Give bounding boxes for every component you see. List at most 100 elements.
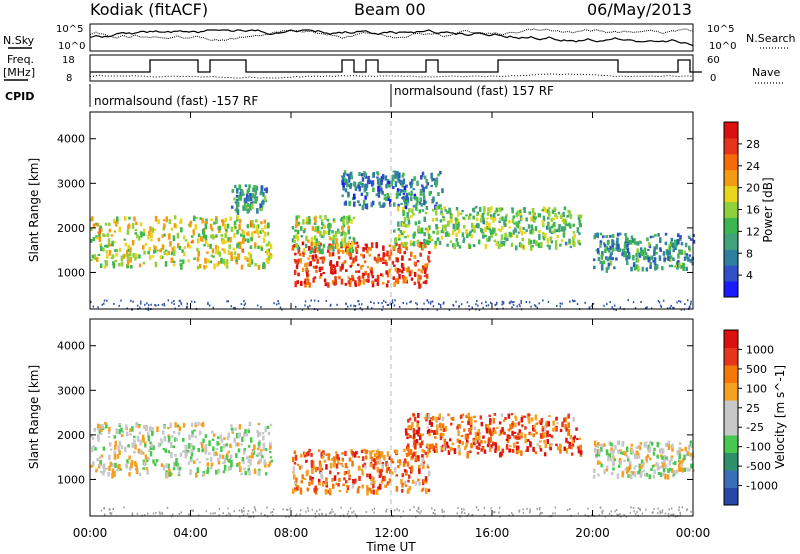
scatter-cell	[421, 454, 424, 458]
scatter-cell	[147, 456, 150, 461]
scatter-cell	[397, 459, 400, 464]
ground-cell	[438, 303, 440, 305]
scatter-cell	[378, 456, 382, 459]
scatter-cell	[572, 236, 575, 243]
ground-cell	[556, 305, 558, 307]
scatter-cell	[376, 176, 379, 179]
scatter-cell	[237, 253, 240, 256]
ground-cell	[242, 514, 245, 517]
scatter-cell	[247, 465, 250, 468]
scatter-cell	[318, 478, 321, 485]
scatter-cell	[362, 448, 366, 451]
scatter-cell	[294, 281, 298, 286]
scatter-cell	[156, 426, 159, 433]
ground-cell	[432, 512, 434, 514]
scatter-cell	[579, 214, 583, 218]
ground-cell	[616, 513, 618, 516]
scatter-cell	[534, 451, 538, 455]
scatter-cell	[413, 231, 416, 237]
scatter-cell	[120, 255, 124, 262]
ground-cell	[361, 303, 363, 306]
ground-cell	[629, 511, 631, 514]
scatter-cell	[182, 450, 185, 453]
scatter-cell	[234, 226, 237, 229]
scatter-cell	[231, 189, 234, 193]
scatter-cell	[351, 274, 354, 280]
ground-cell	[684, 303, 686, 306]
ground-cell	[645, 307, 647, 310]
scatter-cell	[139, 222, 143, 227]
scatter-cell	[551, 230, 555, 233]
scatter-cell	[524, 438, 527, 444]
ground-cell	[386, 508, 388, 511]
scatter-cell	[254, 246, 257, 249]
scatter-cell	[191, 430, 194, 436]
ground-cell	[286, 509, 289, 511]
scatter-cell	[245, 197, 248, 204]
scatter-cell	[409, 449, 413, 455]
scatter-cell	[295, 233, 298, 239]
scatter-cell	[432, 178, 436, 181]
scatter-cell	[372, 187, 375, 192]
scatter-cell	[364, 247, 368, 250]
scatter-cell	[543, 432, 546, 438]
scatter-cell	[366, 249, 369, 253]
scatter-cell	[458, 423, 461, 429]
ground-cell	[342, 514, 345, 517]
scatter-cell	[366, 490, 369, 496]
scatter-cell	[176, 232, 180, 239]
scatter-cell	[543, 425, 547, 432]
scatter-cell	[114, 440, 118, 447]
ground-cell	[130, 299, 132, 302]
scatter-cell	[162, 430, 165, 435]
scatter-cell	[193, 257, 196, 260]
scatter-cell	[268, 461, 272, 466]
scatter-cell	[622, 441, 625, 444]
scatter-cell	[627, 240, 630, 245]
scatter-cell	[337, 255, 341, 260]
scatter-cell	[102, 446, 106, 451]
scatter-cell	[425, 264, 428, 270]
scatter-cell	[129, 432, 132, 436]
ground-cell	[415, 515, 417, 518]
scatter-cell	[603, 244, 607, 248]
scatter-cell	[601, 251, 604, 257]
scatter-cell	[204, 443, 208, 450]
scatter-cell	[206, 258, 210, 263]
scatter-cell	[569, 224, 572, 229]
scatter-cell	[297, 224, 300, 227]
scatter-cell	[476, 451, 480, 455]
scatter-cell	[378, 459, 382, 465]
scatter-cell	[330, 244, 333, 249]
ground-cell	[547, 300, 550, 303]
ground-cell	[417, 508, 420, 510]
scatter-cell	[102, 233, 105, 236]
scatter-cell	[215, 234, 218, 238]
scatter-cell	[661, 472, 665, 477]
scatter-cell	[143, 250, 146, 255]
scatter-cell	[461, 413, 465, 417]
scatter-cell	[435, 177, 439, 182]
scatter-cell	[216, 441, 219, 446]
scatter-cell	[174, 461, 177, 466]
scatter-cell	[424, 280, 428, 285]
scatter-cell	[612, 247, 615, 252]
ground-cell	[271, 514, 274, 517]
scatter-cell	[352, 277, 355, 282]
scatter-cell	[542, 235, 545, 239]
scatter-cell	[635, 455, 638, 460]
scatter-cell	[639, 241, 642, 244]
y-tick-label: 2000	[57, 222, 85, 235]
ground-cell	[313, 299, 316, 302]
scatter-cell	[546, 439, 549, 444]
scatter-cell	[91, 216, 94, 222]
scatter-cell	[151, 427, 154, 431]
ground-cell	[431, 300, 434, 303]
scatter-cell	[129, 428, 132, 432]
scatter-cell	[201, 448, 204, 453]
scatter-cell	[497, 445, 501, 449]
scatter-cell	[458, 449, 461, 456]
ground-cell	[493, 511, 495, 514]
scatter-cell	[248, 184, 251, 189]
scatter-cell	[416, 180, 419, 186]
